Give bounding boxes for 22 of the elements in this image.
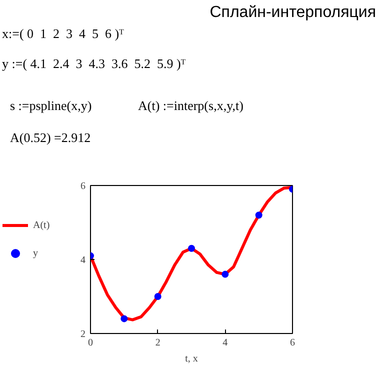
y-tick-label: 4	[80, 255, 86, 266]
x-tick-label: 6	[290, 338, 295, 348]
x-tick-label: 0	[88, 338, 93, 348]
y-tick-label: 2	[80, 329, 86, 340]
legend-label: A(t)	[33, 220, 51, 230]
point	[222, 270, 229, 278]
point	[120, 315, 128, 322]
point	[154, 293, 162, 300]
point	[255, 212, 262, 219]
x-axis-title: t, x	[185, 354, 198, 364]
text: x:=( 0 1 2 3 4 5 6 )ᵀ	[2, 26, 124, 42]
line-series	[90, 186, 292, 322]
chart-title: Сплайн-интерполяция	[210, 4, 376, 22]
text: A(0.52) =2.912	[10, 130, 91, 146]
text: y :=( 4.1 2.4 3 4.3 3.6 5.2 5.9 )ᵀ	[2, 56, 186, 72]
text: s :=pspline(x,y)	[10, 98, 92, 114]
legend-label: y	[33, 248, 39, 258]
x-tick-label: 2	[155, 338, 160, 348]
point	[188, 244, 195, 252]
x-tick-label: 4	[222, 338, 228, 348]
text: A(t) :=interp(s,x,y,t)	[138, 98, 244, 114]
y-tick-label: 6	[80, 181, 86, 192]
